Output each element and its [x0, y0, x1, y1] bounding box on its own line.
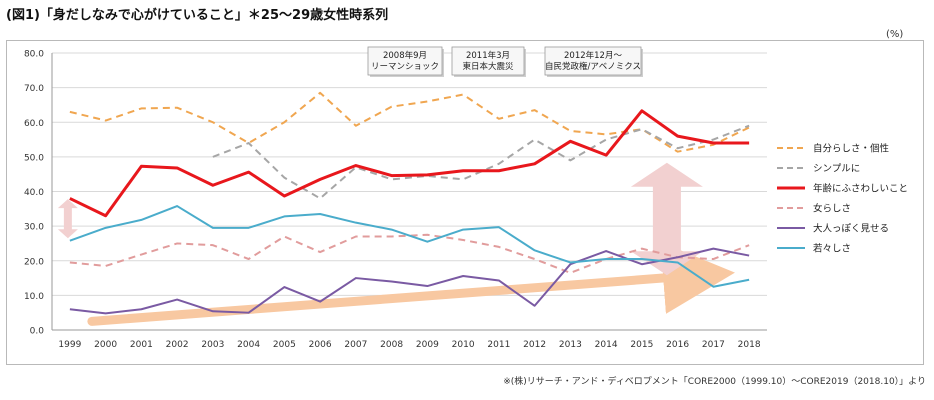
x-tick-label: 2015 — [630, 340, 653, 350]
y-tick-label: 50.0 — [24, 153, 44, 163]
legend-label: 自分らしさ・個性 — [813, 143, 890, 155]
y-tick-label: 20.0 — [24, 257, 44, 267]
annotation-text: 2008年9月 — [383, 50, 427, 61]
rising-trend-arrow — [87, 242, 735, 326]
series-line-5 — [69, 247, 750, 315]
x-tick-label: 2010 — [452, 340, 475, 350]
x-tick-labels: 1999 2000 2001 2002 2003 2004 2005 2006 2007 2008… — [58, 340, 760, 350]
legend-item-4: 女らしさ — [777, 203, 851, 215]
y-tick-label: 10.0 — [24, 292, 44, 302]
x-tick-label: 2005 — [273, 340, 296, 350]
x-tick-label: 2012 — [523, 340, 546, 350]
x-tick-label: 2002 — [166, 340, 189, 350]
legend-label: 若々しさ — [813, 243, 851, 255]
x-tick-label: 2001 — [130, 340, 153, 350]
annotation-text: リーマンショック — [371, 62, 439, 72]
legend-item-6: 若々しさ — [777, 243, 851, 255]
trend-arrows — [57, 162, 735, 326]
chart-title: (図1)「身だしなみで心がけていること」＊25〜29歳女性時系列 — [6, 8, 389, 23]
legend-label: 女らしさ — [813, 203, 851, 215]
annotation-box — [451, 46, 525, 76]
y-tick-label: 70.0 — [24, 84, 44, 94]
legend-label: 年齢にふさわしいこと — [813, 183, 908, 195]
y-tick-label: 80.0 — [24, 50, 44, 60]
x-tick-label: 2018 — [738, 340, 761, 350]
gap-arrow-left — [57, 199, 78, 239]
series-line-6 — [69, 205, 750, 288]
x-tick-label: 1999 — [58, 340, 81, 350]
legend-label: シンプルに — [813, 164, 860, 175]
series-lines — [69, 91, 750, 315]
x-tick-label: 2013 — [559, 340, 582, 350]
x-tick-label: 2003 — [201, 340, 224, 350]
legend-item-5: 大人っぽく見せる — [777, 223, 889, 235]
y-tick-label: 60.0 — [24, 119, 44, 129]
gap-arrow-right — [630, 162, 703, 276]
legend-label: 大人っぽく見せる — [813, 223, 889, 235]
x-tick-label: 2009 — [416, 340, 439, 350]
annotation-text: 2011年3月 — [466, 50, 510, 61]
x-tick-label: 2017 — [702, 340, 725, 350]
annotation-text: 2012年12月〜 — [564, 50, 622, 61]
x-tick-label: 2007 — [344, 340, 367, 350]
legend-item-2: シンプルに — [777, 164, 860, 175]
annotation-text: 東日本大震災 — [462, 61, 514, 72]
y-tick-label: 0.0 — [30, 327, 45, 337]
x-tick-label: 2004 — [237, 340, 260, 350]
chart-frame — [6, 40, 924, 365]
x-tick-label: 2006 — [309, 340, 332, 350]
y-tick-labels: 0.0 10.0 20.0 30.0 40.0 50.0 60.0 70.0 80.0 — [24, 50, 44, 337]
y-tick-label: 40.0 — [24, 188, 44, 198]
event-annotations: 2008年9月リーマンショック2011年3月東日本大震災2012年12月〜自民党… — [367, 46, 643, 77]
y-unit-label: (%) — [886, 29, 904, 40]
annotation-box — [544, 46, 642, 76]
axes — [51, 53, 767, 331]
x-tick-label: 2014 — [595, 340, 618, 350]
x-tick-label: 2016 — [666, 340, 689, 350]
legend-item-1: 自分らしさ・個性 — [777, 143, 890, 155]
series-line-4 — [69, 233, 750, 274]
x-tick-label: 2000 — [94, 340, 117, 350]
annotation-box — [367, 46, 443, 76]
legend-item-3: 年齢にふさわしいこと — [777, 183, 908, 195]
x-tick-label: 2011 — [487, 340, 510, 350]
annotation-text: 自民党政権/アベノミクス — [545, 61, 641, 72]
source-note: ※(株)リサーチ・アンド・ディベロプメント「CORE2000（1999.10）〜… — [503, 377, 926, 387]
series-line-3 — [69, 109, 750, 218]
y-tick-label: 30.0 — [24, 223, 44, 233]
annotation-3: 2012年12月〜自民党政権/アベノミクス — [544, 46, 643, 77]
x-tick-label: 2008 — [380, 340, 403, 350]
